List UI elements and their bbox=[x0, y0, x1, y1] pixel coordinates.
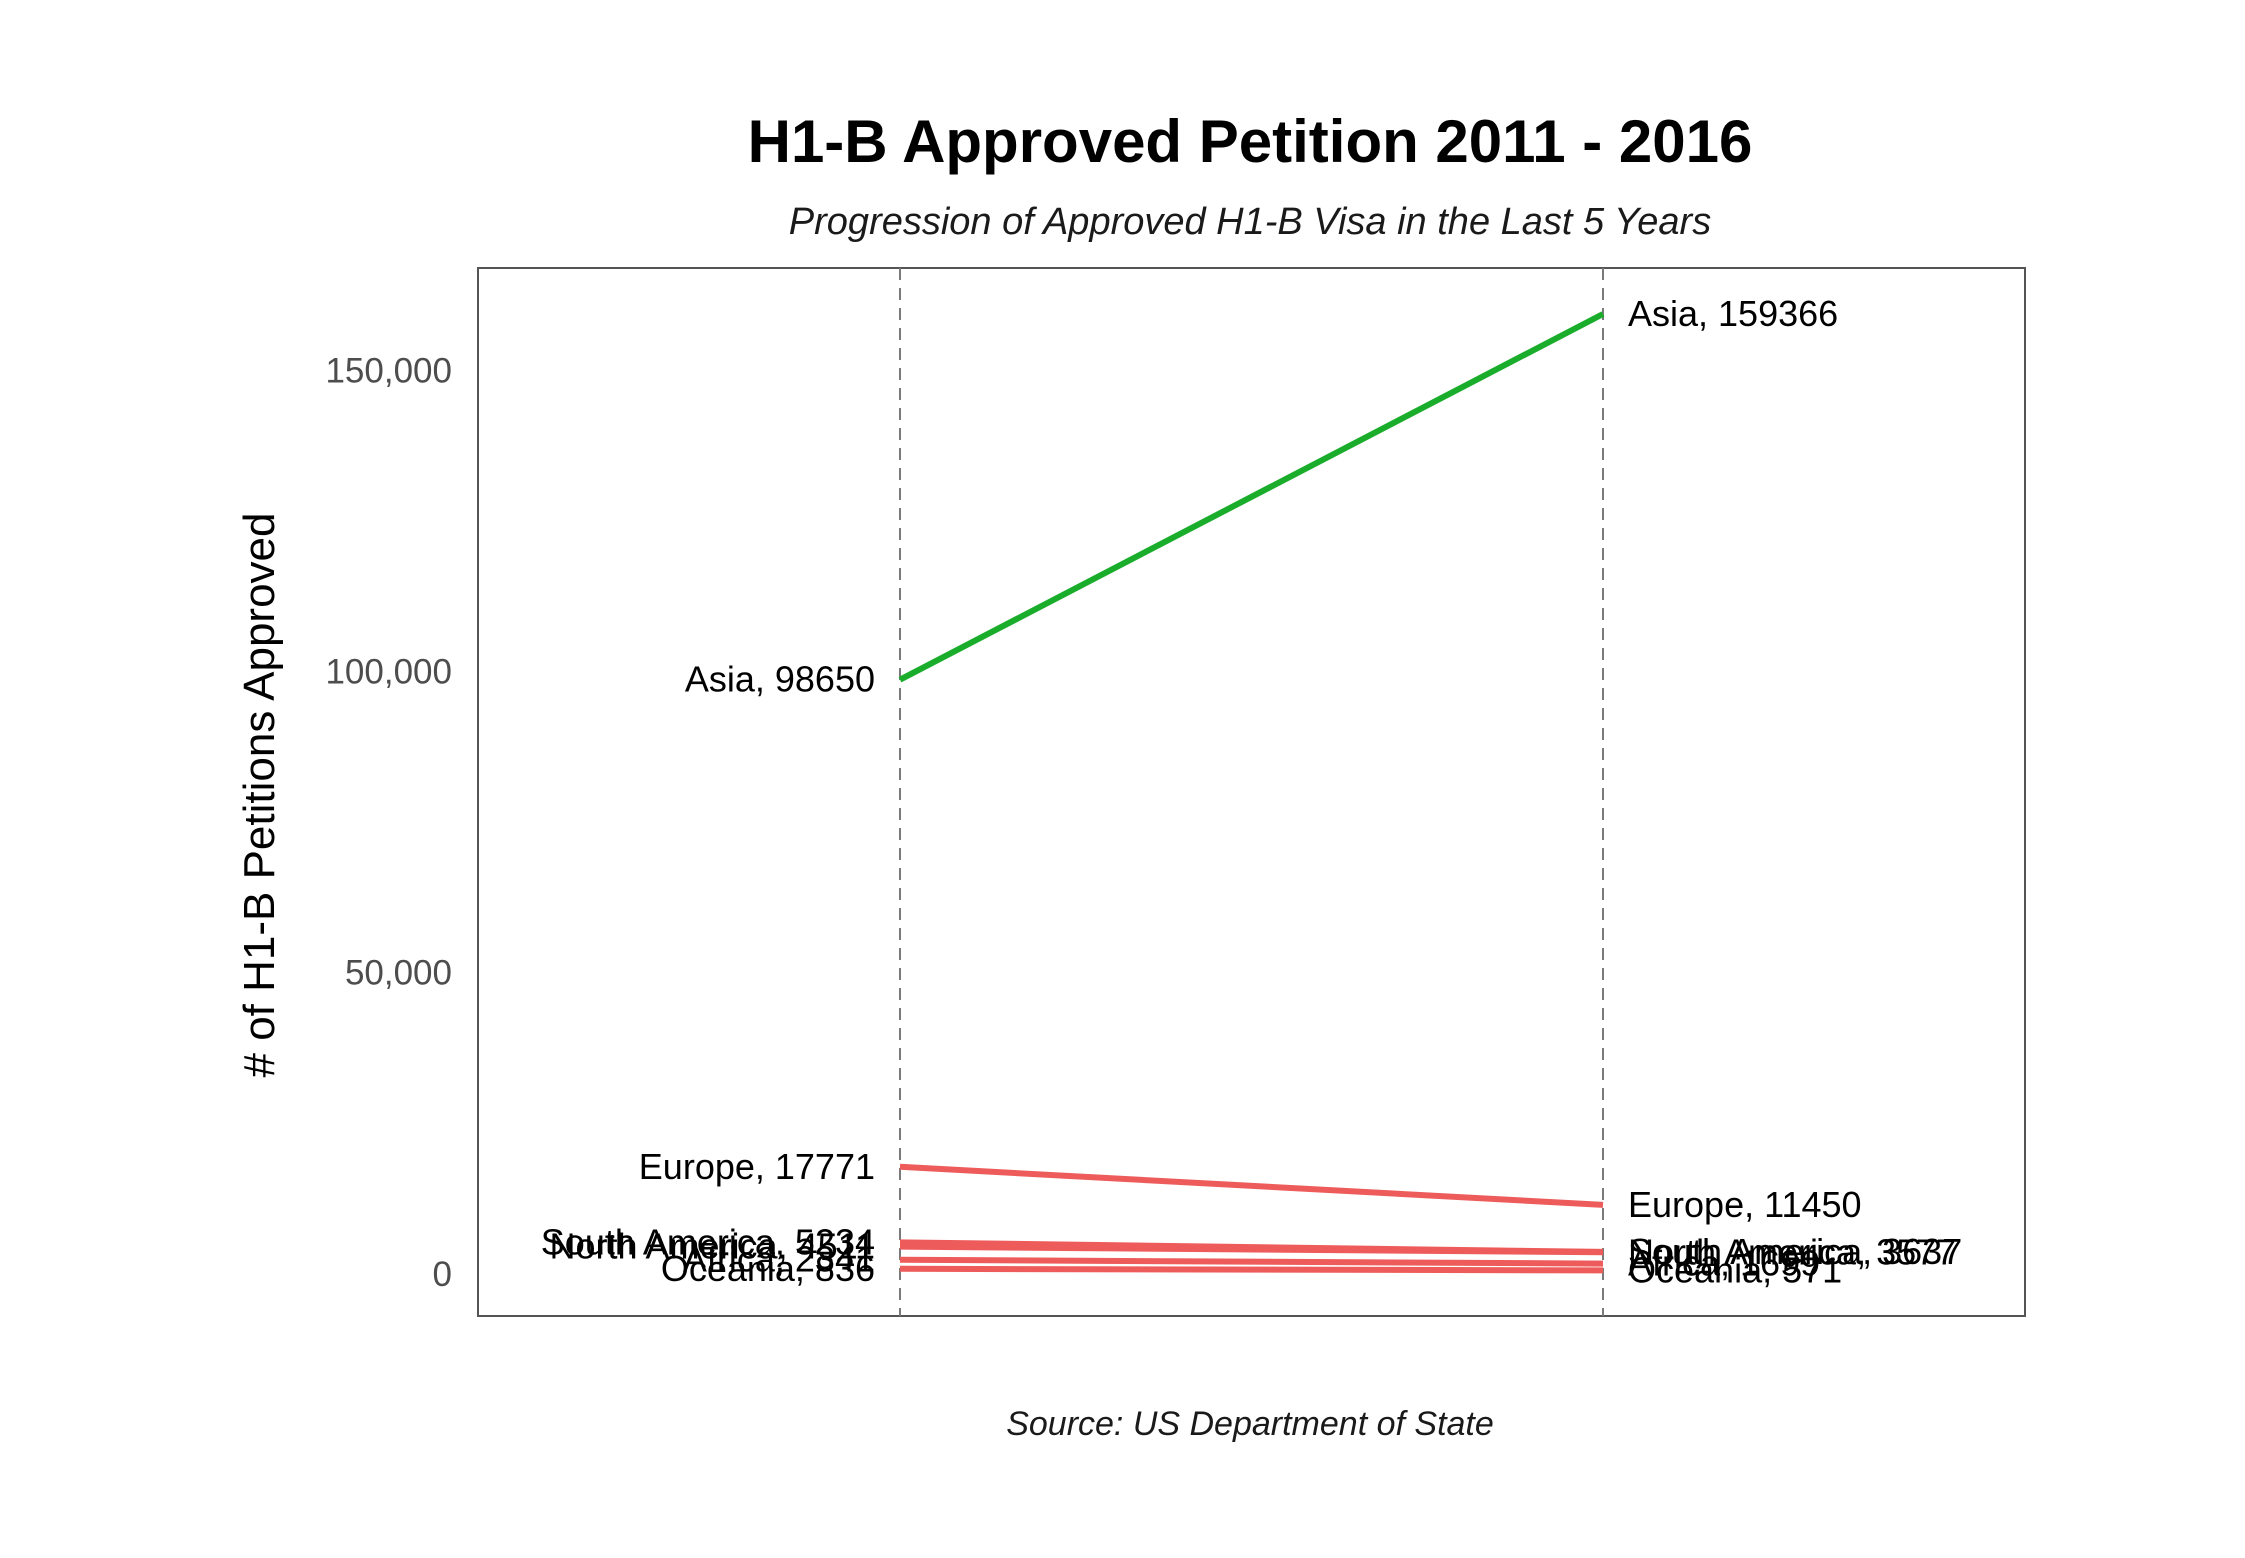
data-label-right-asia: Asia, 159366 bbox=[1628, 293, 1838, 334]
data-label-left-south-america: South America, 5234 bbox=[541, 1221, 875, 1262]
data-label-right-oceania: Oceania, 571 bbox=[1628, 1249, 1842, 1290]
data-label-right-africa: Africa, 1699 bbox=[1628, 1243, 1820, 1284]
chart-caption: Source: US Department of State bbox=[1006, 1405, 1494, 1443]
y-tick-label: 0 bbox=[433, 1255, 452, 1294]
data-label-left-africa: Africa, 2341 bbox=[683, 1239, 875, 1280]
series-line-africa bbox=[899, 1256, 1604, 1267]
series-line-europe bbox=[899, 1163, 1604, 1208]
data-label-left-europe: Europe, 17771 bbox=[639, 1146, 875, 1187]
y-tick-label: 50,000 bbox=[345, 954, 452, 993]
plot-border bbox=[477, 267, 2026, 1317]
y-axis-ticks: 0 50,000 100,000 150,000 bbox=[325, 351, 452, 1293]
chart-subtitle: Progression of Approved H1-B Visa in the… bbox=[789, 201, 1711, 243]
data-label-left-asia: Asia, 98650 bbox=[685, 659, 875, 700]
y-axis-label: # of H1-B Petitions Approved bbox=[235, 513, 284, 1078]
plot-area: Asia, 98650 Asia, 159366 Europe, 17771 Euro… bbox=[477, 267, 2026, 1317]
data-label-right-south-america: South America, 3637 bbox=[1628, 1231, 1962, 1272]
chart-title: H1-B Approved Petition 2011 - 2016 bbox=[748, 108, 1753, 175]
series-line-oceania bbox=[899, 1265, 1604, 1274]
data-label-left-oceania: Oceania, 836 bbox=[661, 1248, 875, 1289]
data-label-left-north-america: North America, 4511 bbox=[550, 1226, 876, 1267]
data-label-right-north-america: North America, 3577 bbox=[1628, 1231, 1956, 1272]
data-label-right-europe: Europe, 11450 bbox=[1628, 1184, 1862, 1225]
y-tick-label: 100,000 bbox=[325, 653, 452, 692]
y-tick-label: 150,000 bbox=[325, 351, 452, 390]
series-line-asia bbox=[898, 311, 1605, 683]
series-line-north-america bbox=[899, 1243, 1604, 1256]
